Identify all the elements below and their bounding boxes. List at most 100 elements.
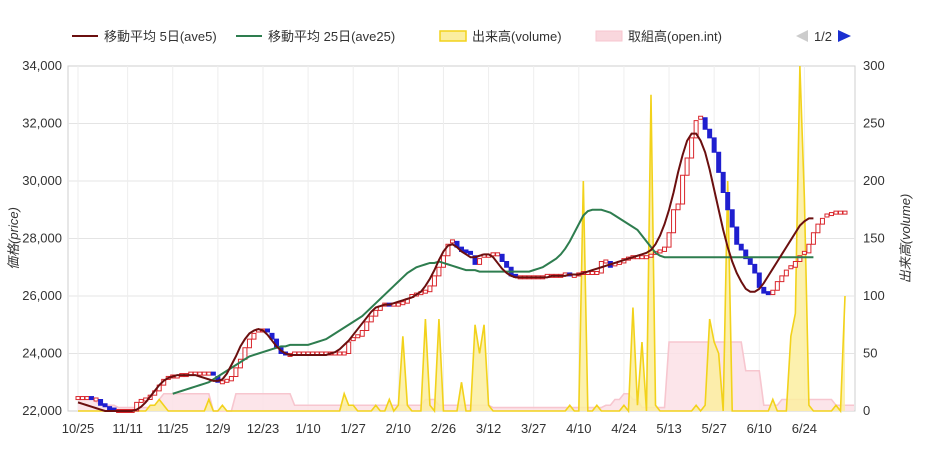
candle-up	[346, 341, 352, 354]
legend-label-ave25: 移動平均 25日(ave25)	[268, 29, 395, 44]
pager-text: 1/2	[814, 29, 832, 44]
candle-up	[341, 351, 347, 356]
candle-up	[134, 401, 140, 412]
x-tick-label: 12/9	[205, 421, 230, 436]
y-tick-label: 34,000	[22, 58, 62, 73]
y2-tick-label: 0	[863, 403, 870, 418]
candle-up	[779, 275, 785, 283]
ave5-line	[77, 132, 814, 412]
candle-up	[80, 396, 86, 401]
x-tick-label: 3/12	[476, 421, 501, 436]
candle-up	[368, 315, 374, 323]
x-tick-label: 11/25	[157, 421, 189, 436]
candle-up	[355, 334, 361, 339]
candle-up	[797, 255, 803, 262]
candle-down	[720, 171, 726, 193]
legend-swatch-open-interest	[595, 30, 623, 42]
candle-down	[738, 243, 744, 251]
candle-up	[662, 246, 668, 252]
candle-up	[219, 380, 225, 385]
candle-up	[395, 302, 401, 307]
candle-up	[783, 269, 789, 277]
candle-up	[224, 378, 230, 383]
ave25-line	[172, 208, 814, 395]
x-tick-label: 6/10	[747, 421, 772, 436]
candle-up	[806, 243, 812, 254]
x-tick-label: 5/13	[656, 421, 681, 436]
candle-up	[594, 271, 600, 275]
candle-up	[828, 212, 834, 217]
candle-up	[810, 232, 816, 245]
candle-up	[364, 321, 370, 331]
candle-up	[824, 213, 830, 218]
candle-up	[337, 351, 343, 356]
candle-up	[84, 396, 90, 401]
candle-up	[201, 371, 207, 376]
volume-line	[78, 65, 846, 414]
candle-up	[490, 252, 496, 257]
y2-tick-label: 250	[863, 116, 885, 131]
candle-down	[765, 291, 771, 296]
y-axis-title: 価格(price)	[6, 207, 21, 270]
axes: 22,000 24,000 26,000 28,000 30,000 32,000 34,0…	[6, 58, 913, 436]
candle-up	[359, 330, 365, 337]
y-tick-label: 22,000	[22, 403, 62, 418]
candle-up	[684, 157, 690, 176]
moving-averages	[77, 132, 814, 412]
candle-up	[792, 261, 798, 268]
candle-down	[702, 117, 708, 130]
x-tick-label: 11/11	[112, 421, 143, 436]
y2-tick-label: 50	[863, 346, 877, 361]
candle-down	[747, 258, 753, 265]
y2-tick-label: 300	[863, 58, 885, 73]
candle-down	[210, 371, 216, 376]
legend-label-volume: 出来高(volume)	[472, 29, 562, 44]
y-tick-label: 26,000	[22, 288, 62, 303]
candle-down	[761, 286, 767, 294]
candle-up	[801, 250, 807, 255]
candle-up	[93, 397, 99, 402]
x-tick-label: 1/10	[295, 421, 320, 436]
candle-up	[431, 275, 437, 287]
candle-up	[400, 301, 406, 306]
y-tick-label: 24,000	[22, 346, 62, 361]
candle-up	[643, 255, 649, 260]
candle-down	[504, 261, 510, 268]
candle-up	[246, 338, 252, 349]
candle-down	[725, 192, 731, 211]
candle-up	[373, 309, 379, 317]
candle-up	[427, 285, 433, 293]
y2-tick-label: 100	[863, 288, 885, 303]
volume-area	[78, 65, 846, 414]
candle-up	[436, 266, 442, 277]
candle-down	[468, 250, 474, 255]
candle-up	[138, 398, 144, 403]
candle-up	[228, 376, 234, 382]
candle-up	[819, 217, 825, 225]
candle-down	[734, 226, 740, 245]
candle-up	[639, 255, 645, 260]
triangle-right-icon[interactable]	[838, 30, 851, 42]
triangle-left-icon[interactable]	[796, 30, 808, 42]
pager: 1/2	[796, 29, 851, 44]
candle-up	[833, 210, 839, 215]
candle-up	[680, 174, 686, 205]
candle-up	[422, 289, 428, 294]
x-tick-label: 10/25	[62, 421, 95, 436]
candle-down	[499, 253, 505, 262]
candle-up	[350, 337, 356, 342]
candle-up	[774, 281, 780, 291]
candle-down	[743, 249, 749, 260]
candle-up	[770, 289, 776, 296]
x-tick-label: 4/24	[611, 421, 636, 436]
candle-up	[689, 137, 695, 159]
candle-down	[472, 255, 478, 265]
y2-tick-label: 200	[863, 173, 885, 188]
x-tick-label: 2/10	[386, 421, 411, 436]
legend-swatch-volume	[439, 30, 467, 42]
candle-up	[666, 232, 672, 248]
x-tick-label: 12/23	[247, 421, 280, 436]
x-tick-label: 5/27	[702, 421, 727, 436]
candle-up	[477, 258, 483, 265]
y-tick-label: 32,000	[22, 116, 62, 131]
